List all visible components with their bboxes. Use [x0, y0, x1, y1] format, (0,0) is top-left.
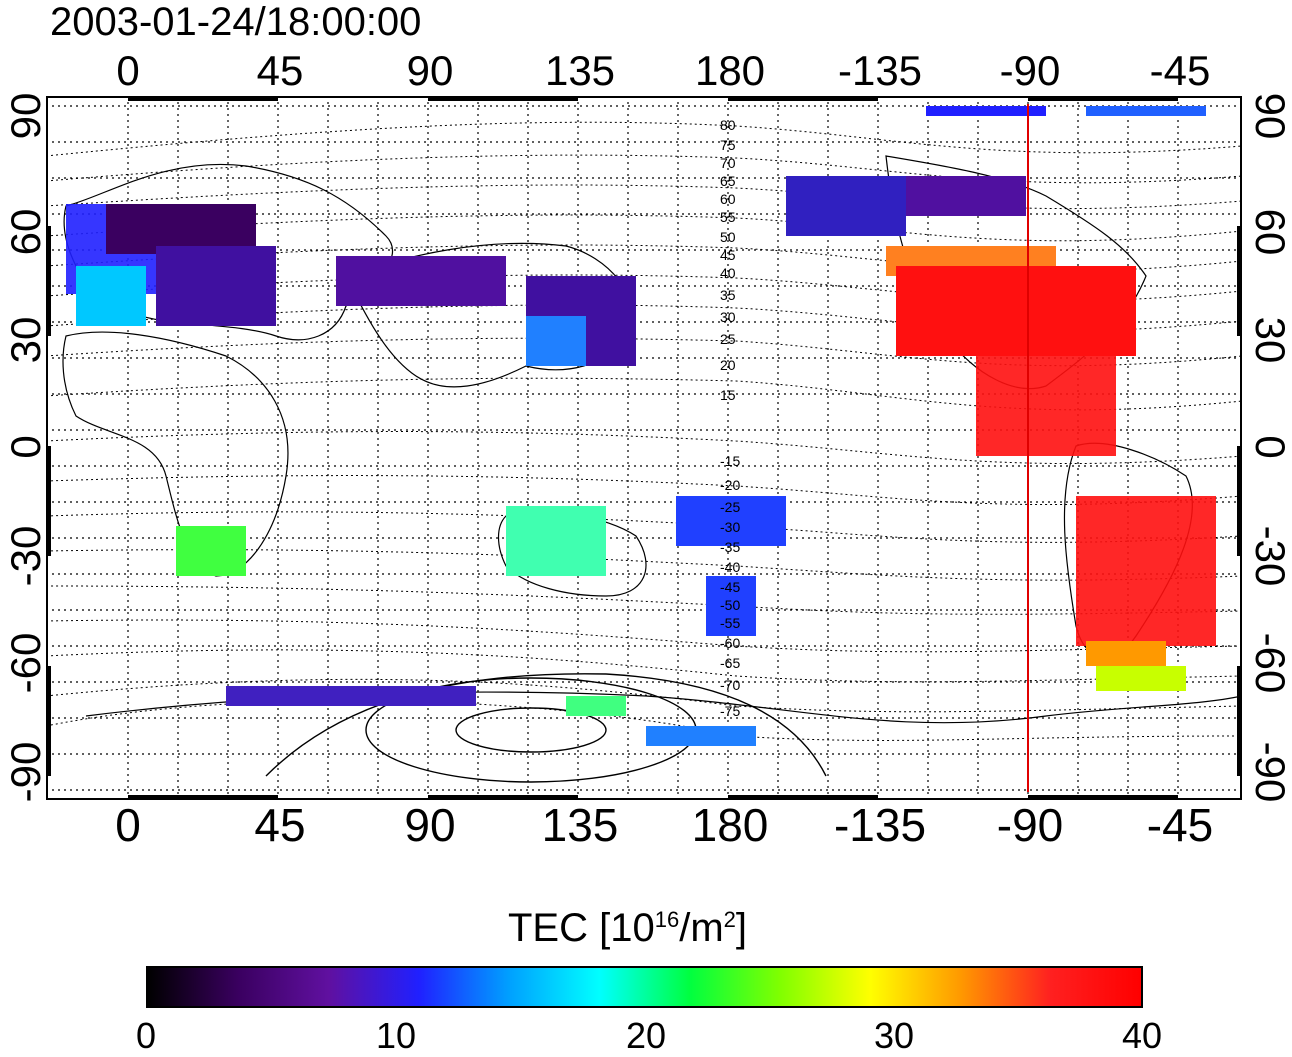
lon-tick-top: 45 — [256, 47, 304, 94]
lat-tick-right: 0 — [1247, 435, 1292, 459]
lat-tick-left: -60 — [2, 632, 49, 694]
map-title: 2003-01-24/18:00:00 — [50, 0, 422, 44]
lon-tick-bottom: -135 — [833, 799, 927, 851]
contour-label: -50 — [720, 597, 740, 613]
contour-label: -75 — [720, 703, 740, 719]
lon-tick-top: 0 — [116, 47, 140, 94]
lat-tick-left: 0 — [2, 435, 49, 459]
lon-tick-top: 90 — [406, 47, 454, 94]
contour-label: -15 — [720, 453, 740, 469]
lat-tick-right: 90 — [1247, 92, 1292, 140]
colorbar-title: TEC [1016/m2] — [508, 906, 748, 950]
lon-tick-bottom: 45 — [254, 799, 306, 851]
contour-label: 65 — [720, 173, 736, 189]
contour-label: 30 — [720, 309, 736, 325]
lon-tick-bottom: 90 — [404, 799, 456, 851]
lon-tick-top: -135 — [837, 47, 923, 94]
contour-label: 50 — [720, 229, 736, 245]
lat-tick-left: 90 — [2, 92, 49, 140]
colorbar-tick-label: 40 — [1121, 1015, 1163, 1056]
lon-tick-top: 180 — [694, 47, 766, 94]
contour-label: -25 — [720, 499, 740, 515]
contour-label: 80 — [720, 117, 736, 133]
contour-label: -40 — [720, 559, 740, 575]
lon-tick-bottom: -45 — [1146, 799, 1214, 851]
contour-label: 70 — [720, 155, 736, 171]
lat-tick-right: 30 — [1247, 316, 1292, 364]
colorbar-tick-label: 30 — [873, 1015, 915, 1056]
contour-label: -20 — [720, 477, 740, 493]
lat-tick-left: 60 — [2, 208, 49, 256]
tec-data-patches — [66, 106, 1216, 746]
lon-tick-top: 135 — [544, 47, 616, 94]
contour-label: -60 — [720, 635, 740, 651]
lon-tick-bottom: 135 — [541, 799, 619, 851]
contour-label: -45 — [720, 579, 740, 595]
colorbar-tick-label: 0 — [135, 1015, 157, 1056]
contour-label: -35 — [720, 539, 740, 555]
colorbar-tick-label: 10 — [375, 1015, 417, 1056]
contour-label: 15 — [720, 387, 736, 403]
lat-tick-left: 30 — [2, 316, 49, 364]
contour-label: 75 — [720, 137, 736, 153]
tec-colorbar — [146, 966, 1143, 1008]
contour-label: 45 — [720, 247, 736, 263]
lon-tick-bottom: 0 — [115, 799, 141, 851]
contour-label: 25 — [720, 331, 736, 347]
contour-label: -30 — [720, 519, 740, 535]
lat-tick-left: -30 — [2, 525, 49, 587]
contour-label: -65 — [720, 655, 740, 671]
lon-tick-bottom: 180 — [691, 799, 769, 851]
lon-tick-top: -90 — [999, 47, 1061, 94]
contour-label: 35 — [720, 287, 736, 303]
contour-label: -70 — [720, 677, 740, 693]
lat-tick-left: -90 — [2, 741, 49, 803]
contour-label: 60 — [720, 191, 736, 207]
lat-tick-right: -60 — [1247, 632, 1292, 694]
frame-tick-bars — [46, 96, 1242, 800]
colorbar-tick-label: 20 — [625, 1015, 667, 1056]
contour-label: 55 — [720, 209, 736, 225]
contour-labels: 80 75 70 65 60 55 50 45 40 35 30 25 20 1… — [720, 117, 740, 719]
tec-map: 80 75 70 65 60 55 50 45 40 35 30 25 20 1… — [46, 96, 1242, 800]
lat-tick-right: -30 — [1247, 525, 1292, 587]
lat-tick-right: 60 — [1247, 208, 1292, 256]
lat-tick-right: -90 — [1247, 741, 1292, 803]
lon-tick-top: -45 — [1149, 47, 1211, 94]
contour-label: -55 — [720, 615, 740, 631]
lon-tick-bottom: -90 — [996, 799, 1064, 851]
contour-label: 40 — [720, 265, 736, 281]
contour-label: 20 — [720, 357, 736, 373]
